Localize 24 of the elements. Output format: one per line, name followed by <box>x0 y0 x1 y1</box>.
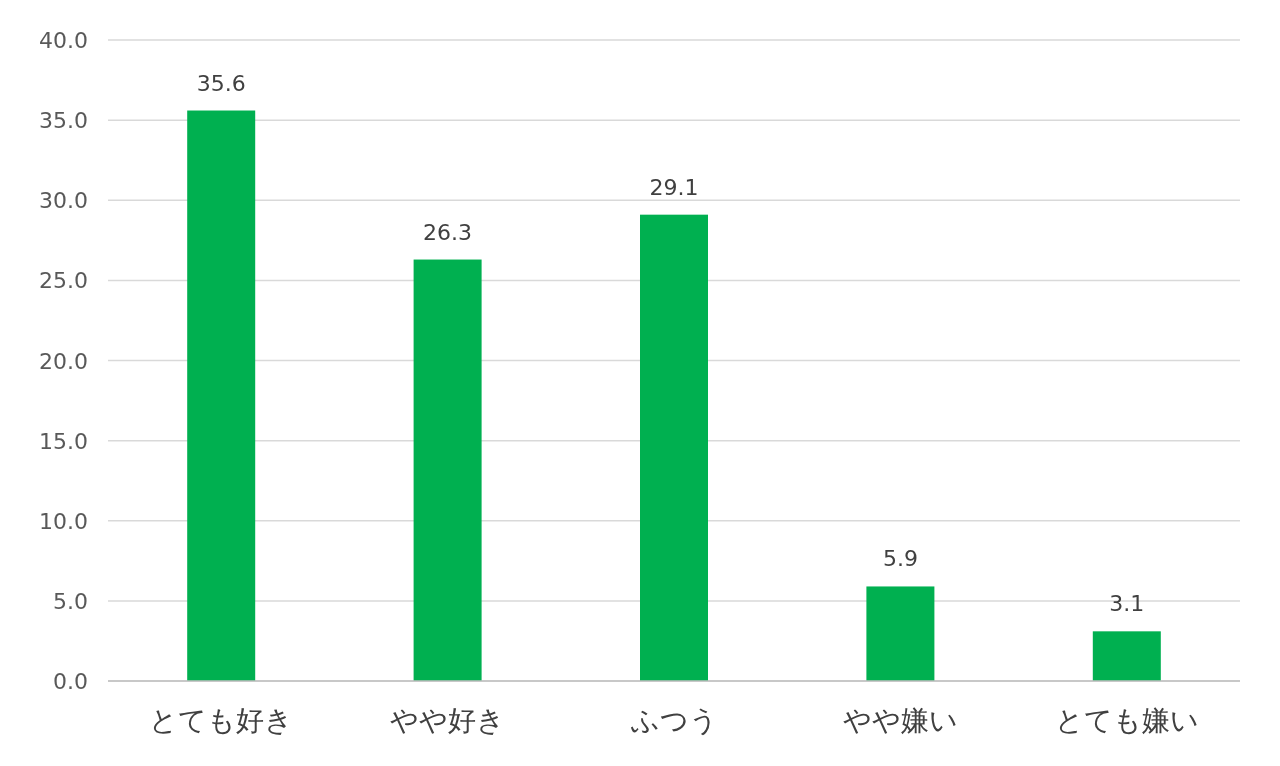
data-label: 5.9 <box>882 546 918 572</box>
x-tick-label: とても嫌い <box>1054 704 1199 737</box>
bar <box>187 110 256 681</box>
data-label: 3.1 <box>1109 591 1145 617</box>
bar <box>866 586 935 681</box>
x-tick-label: ふつう <box>629 704 718 737</box>
x-tick-label: とても好き <box>149 704 294 737</box>
y-tick-label: 35.0 <box>39 108 88 134</box>
bar <box>413 259 482 681</box>
bar <box>640 214 708 681</box>
y-tick-label: 40.0 <box>39 28 88 53</box>
data-label: 35.6 <box>196 70 246 96</box>
data-label: 29.1 <box>649 174 699 200</box>
y-tick-label: 25.0 <box>39 268 88 294</box>
y-tick-label: 0.0 <box>53 669 88 694</box>
bar <box>1092 631 1161 681</box>
data-label: 26.3 <box>423 219 473 245</box>
y-tick-label: 15.0 <box>39 428 88 454</box>
y-tick-label: 10.0 <box>39 508 88 534</box>
y-tick-label: 30.0 <box>39 188 88 214</box>
y-tick-label: 5.0 <box>53 588 88 614</box>
x-tick-label: やや嫌い <box>842 704 958 737</box>
x-tick-label: やや好き <box>390 704 506 737</box>
y-tick-label: 20.0 <box>39 348 88 374</box>
